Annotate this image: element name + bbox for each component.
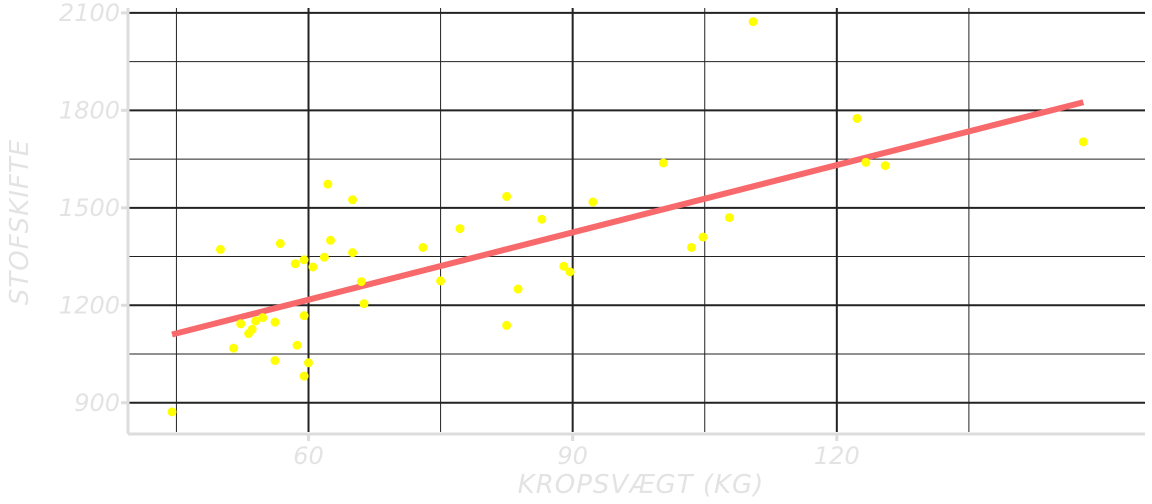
data-point [658,158,668,168]
data-point [215,244,225,254]
data-point [748,17,758,27]
data-point [436,276,446,286]
y-tick-label: 900 [74,389,120,417]
x-tick-label: 120 [814,442,860,470]
x-tick-label: 60 [293,442,324,470]
data-point [348,248,358,258]
data-point [292,340,302,350]
y-tick-label: 1200 [59,291,120,319]
data-point [852,113,862,123]
data-point [319,252,329,262]
grid-lines [128,8,1145,432]
data-point [348,195,358,205]
data-point [299,255,309,265]
data-point [537,214,547,224]
data-point [299,371,309,381]
data-point [698,232,708,242]
data-point [308,262,318,272]
data-point [687,242,697,252]
data-point [502,191,512,201]
data-point [323,179,333,189]
x-axis-title: KROPSVÆGT (KG) [518,470,765,500]
data-point [559,261,569,271]
data-point [299,311,309,321]
trend-line-layer [171,99,1085,338]
data-point [359,299,369,309]
data-point [565,267,575,277]
data-point [1078,137,1088,147]
data-point [418,242,428,252]
data-point [275,239,285,249]
data-point [724,213,734,223]
data-point [167,407,177,417]
data-point [326,235,336,245]
data-point [356,277,366,287]
axes [121,8,1145,441]
data-point [502,320,512,330]
data-point [258,313,268,323]
data-point [455,224,465,234]
y-tick-label: 2100 [59,0,120,27]
data-point [251,316,261,326]
y-axis-title: STOFSKIFTE [5,139,35,305]
y-tick-label: 1500 [59,194,120,222]
y-tick-label: 1800 [59,96,120,124]
data-point [270,356,280,366]
trend-line [171,99,1085,338]
data-point [513,284,523,294]
data-point [247,324,257,334]
data-point [236,319,246,329]
data-point [880,161,890,171]
data-point [861,157,871,167]
data-point [304,358,314,368]
tick-labels: 900 1200 1500 1800 2100 60 90 120 [59,0,860,470]
data-point [270,317,280,327]
data-point [588,197,598,207]
data-point [290,259,300,269]
x-tick-label: 90 [557,442,588,470]
data-points [167,17,1088,417]
data-point [229,343,239,353]
